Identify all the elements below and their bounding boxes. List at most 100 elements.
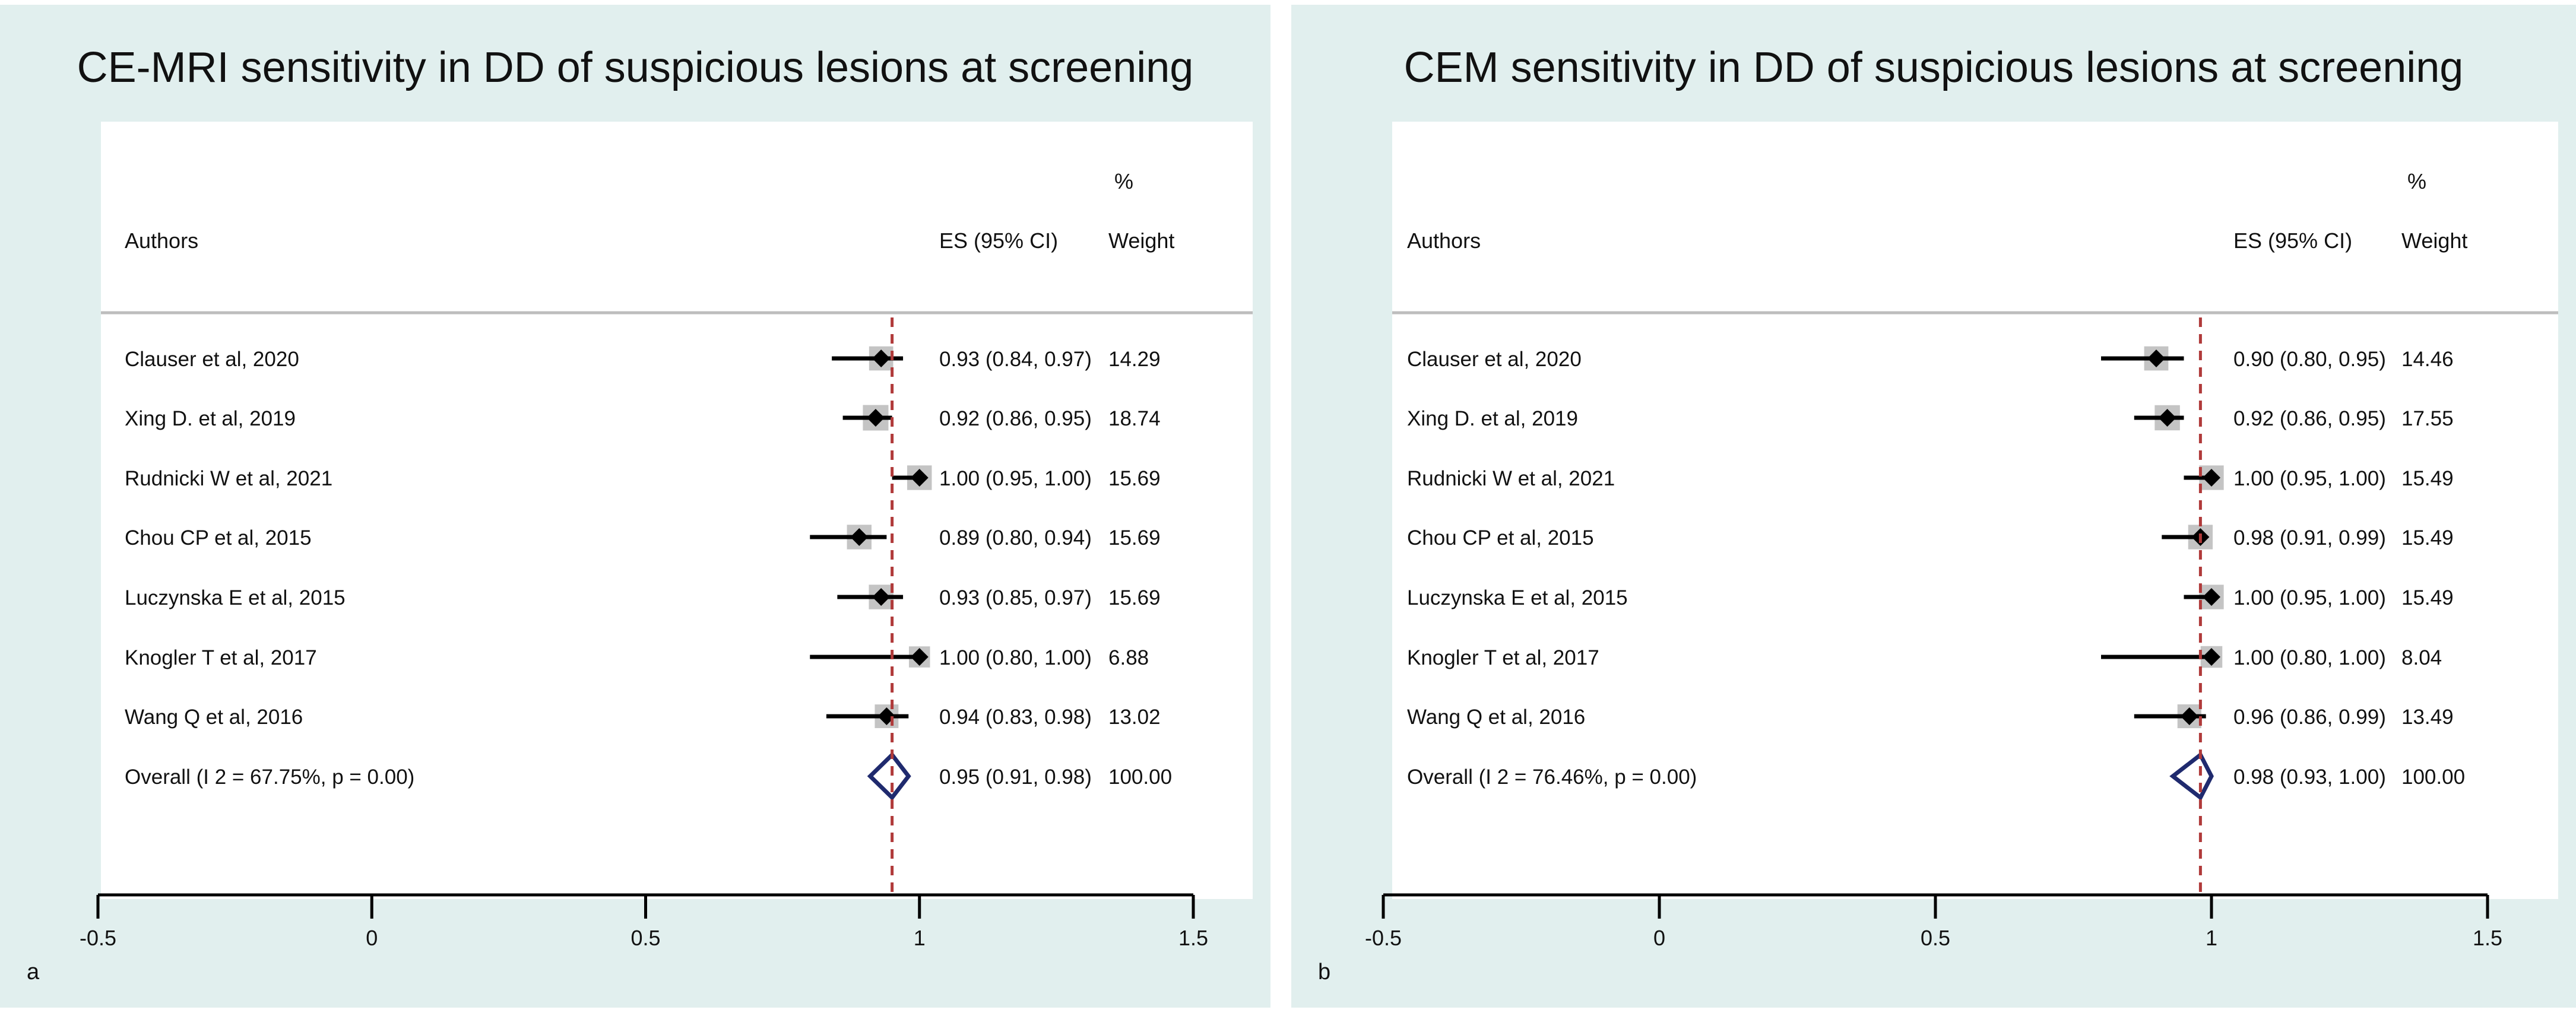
study-es: 0.92 (0.86, 0.95)	[2233, 407, 2386, 430]
study-weight: 15.49	[2401, 467, 2454, 490]
study-point-marker	[2180, 707, 2198, 725]
study-point-marker	[872, 588, 891, 606]
overall-diamond	[2169, 751, 2214, 801]
overall-row: Overall (I 2 = 67.75%, p = 0.00) 0.95 (0.…	[125, 751, 1172, 801]
study-point-marker	[866, 409, 885, 427]
x-axis-tick-label: 1	[914, 926, 926, 950]
plot-area	[1392, 122, 2558, 899]
panel-a: CE-MRI sensitivity in DD of suspicious l…	[0, 5, 1270, 1008]
study-author: Wang Q et al, 2016	[125, 706, 303, 729]
header-authors: Authors	[1407, 228, 1481, 253]
study-author: Clauser et al, 2020	[1407, 348, 1582, 371]
study-row: Wang Q et al, 2016 0.94 (0.83, 0.98) 13.02	[125, 704, 1161, 729]
study-author: Chou CP et al, 2015	[125, 526, 312, 550]
x-axis-tick-label: -0.5	[80, 926, 116, 950]
study-row: Luczynska E et al, 2015 1.00 (0.95, 1.00)…	[1407, 585, 2454, 609]
study-author: Chou CP et al, 2015	[1407, 526, 1594, 550]
study-author: Knogler T et al, 2017	[125, 646, 317, 669]
x-axis-tick-label: 1	[2206, 926, 2217, 950]
study-point-marker	[2158, 409, 2176, 427]
header-weight: Weight	[1108, 228, 1174, 253]
study-es: 0.90 (0.80, 0.95)	[2233, 348, 2386, 371]
x-axis-tick-label: 1.5	[2473, 926, 2502, 950]
study-row: Luczynska E et al, 2015 0.93 (0.85, 0.97)…	[125, 585, 1161, 609]
study-es: 1.00 (0.80, 1.00)	[2233, 646, 2386, 669]
study-weight: 8.04	[2401, 646, 2442, 669]
overall-label: Overall (I 2 = 67.75%, p = 0.00)	[125, 766, 414, 789]
study-point-marker	[850, 528, 869, 546]
study-point-marker	[2147, 350, 2165, 367]
study-es: 1.00 (0.95, 1.00)	[2233, 586, 2386, 609]
study-author: Rudnicki W et al, 2021	[125, 467, 332, 490]
study-es: 0.92 (0.86, 0.95)	[939, 407, 1092, 430]
study-author: Rudnicki W et al, 2021	[1407, 467, 1615, 490]
study-point-marker	[910, 469, 929, 487]
chart-title: CE-MRI sensitivity in DD of suspicious l…	[77, 44, 1194, 91]
study-author: Luczynska E et al, 2015	[125, 586, 346, 609]
x-axis-tick-label: 1.5	[1178, 926, 1208, 950]
overall-weight: 100.00	[2401, 766, 2465, 789]
header-weight-pct: %	[2407, 169, 2426, 193]
header-es: ES (95% CI)	[939, 228, 1058, 253]
study-weight: 18.74	[1108, 407, 1161, 430]
study-point-marker	[2203, 648, 2220, 666]
study-author: Clauser et al, 2020	[125, 348, 299, 371]
overall-row: Overall (I 2 = 76.46%, p = 0.00) 0.98 (0.…	[1407, 751, 2465, 801]
study-row: Wang Q et al, 2016 0.96 (0.86, 0.99) 13.49	[1407, 704, 2454, 729]
study-weight: 13.02	[1108, 706, 1161, 729]
x-axis-tick-label: 0.5	[1921, 926, 1950, 950]
header-authors: Authors	[125, 228, 198, 253]
overall-diamond	[867, 751, 911, 801]
study-point-marker	[872, 350, 891, 367]
chart-title: CEM sensitivity in DD of suspicious lesi…	[1404, 44, 2464, 91]
study-weight: 15.69	[1108, 586, 1161, 609]
study-row: Knogler T et al, 2017 1.00 (0.80, 1.00) 8.…	[1407, 646, 2442, 669]
study-author: Luczynska E et al, 2015	[1407, 586, 1628, 609]
plot-area	[101, 122, 1253, 899]
study-es: 0.89 (0.80, 0.94)	[939, 526, 1092, 550]
study-row: Rudnicki W et al, 2021 1.00 (0.95, 1.00) 1…	[1407, 465, 2454, 490]
study-weight: 15.69	[1108, 526, 1161, 550]
study-point-marker	[2203, 588, 2220, 606]
study-author: Wang Q et al, 2016	[1407, 706, 1585, 729]
study-point-marker	[910, 648, 929, 666]
study-row: Rudnicki W et al, 2021 1.00 (0.95, 1.00) 1…	[125, 465, 1161, 490]
x-axis-tick-label: 0	[366, 926, 378, 950]
study-es: 1.00 (0.80, 1.00)	[939, 646, 1092, 669]
study-weight: 15.69	[1108, 467, 1161, 490]
x-axis-tick-label: -0.5	[1365, 926, 1402, 950]
study-es: 0.94 (0.83, 0.98)	[939, 706, 1092, 729]
header-weight-pct: %	[1114, 169, 1133, 193]
study-weight: 14.46	[2401, 348, 2454, 371]
study-weight: 15.49	[2401, 586, 2454, 609]
panel-b: CEM sensitivity in DD of suspicious lesi…	[1291, 5, 2576, 1008]
study-author: Knogler T et al, 2017	[1407, 646, 1599, 669]
study-es: 1.00 (0.95, 1.00)	[939, 467, 1092, 490]
study-es: 0.93 (0.84, 0.97)	[939, 348, 1092, 371]
overall-es: 0.95 (0.91, 0.98)	[939, 766, 1092, 789]
overall-weight: 100.00	[1108, 766, 1172, 789]
header-es: ES (95% CI)	[2233, 228, 2352, 253]
study-row: Clauser et al, 2020 0.90 (0.80, 0.95) 14.4…	[1407, 346, 2454, 371]
panel-letter: a	[27, 960, 40, 984]
x-axis-tick-label: 0.5	[630, 926, 660, 950]
x-axis-tick-label: 0	[1653, 926, 1665, 950]
study-es: 0.96 (0.86, 0.99)	[2233, 706, 2386, 729]
study-row: Xing D. et al, 2019 0.92 (0.86, 0.95) 18.7…	[125, 405, 1161, 431]
study-row: Clauser et al, 2020 0.93 (0.84, 0.97) 14.2…	[125, 346, 1161, 371]
study-row: Knogler T et al, 2017 1.00 (0.80, 1.00) 6.…	[125, 646, 1149, 669]
panel-letter: b	[1318, 960, 1330, 984]
study-row: Chou CP et al, 2015 0.89 (0.80, 0.94) 15.6…	[125, 525, 1161, 550]
study-point-marker	[2203, 469, 2220, 487]
study-weight: 6.88	[1108, 646, 1149, 669]
study-es: 0.93 (0.85, 0.97)	[939, 586, 1092, 609]
study-weight: 15.49	[2401, 526, 2454, 550]
overall-es: 0.98 (0.93, 1.00)	[2233, 766, 2386, 789]
study-es: 0.98 (0.91, 0.99)	[2233, 526, 2386, 550]
study-author: Xing D. et al, 2019	[125, 407, 296, 430]
study-weight: 13.49	[2401, 706, 2454, 729]
study-weight: 14.29	[1108, 348, 1161, 371]
overall-label: Overall (I 2 = 76.46%, p = 0.00)	[1407, 766, 1697, 789]
study-row: Xing D. et al, 2019 0.92 (0.86, 0.95) 17.5…	[1407, 405, 2454, 431]
